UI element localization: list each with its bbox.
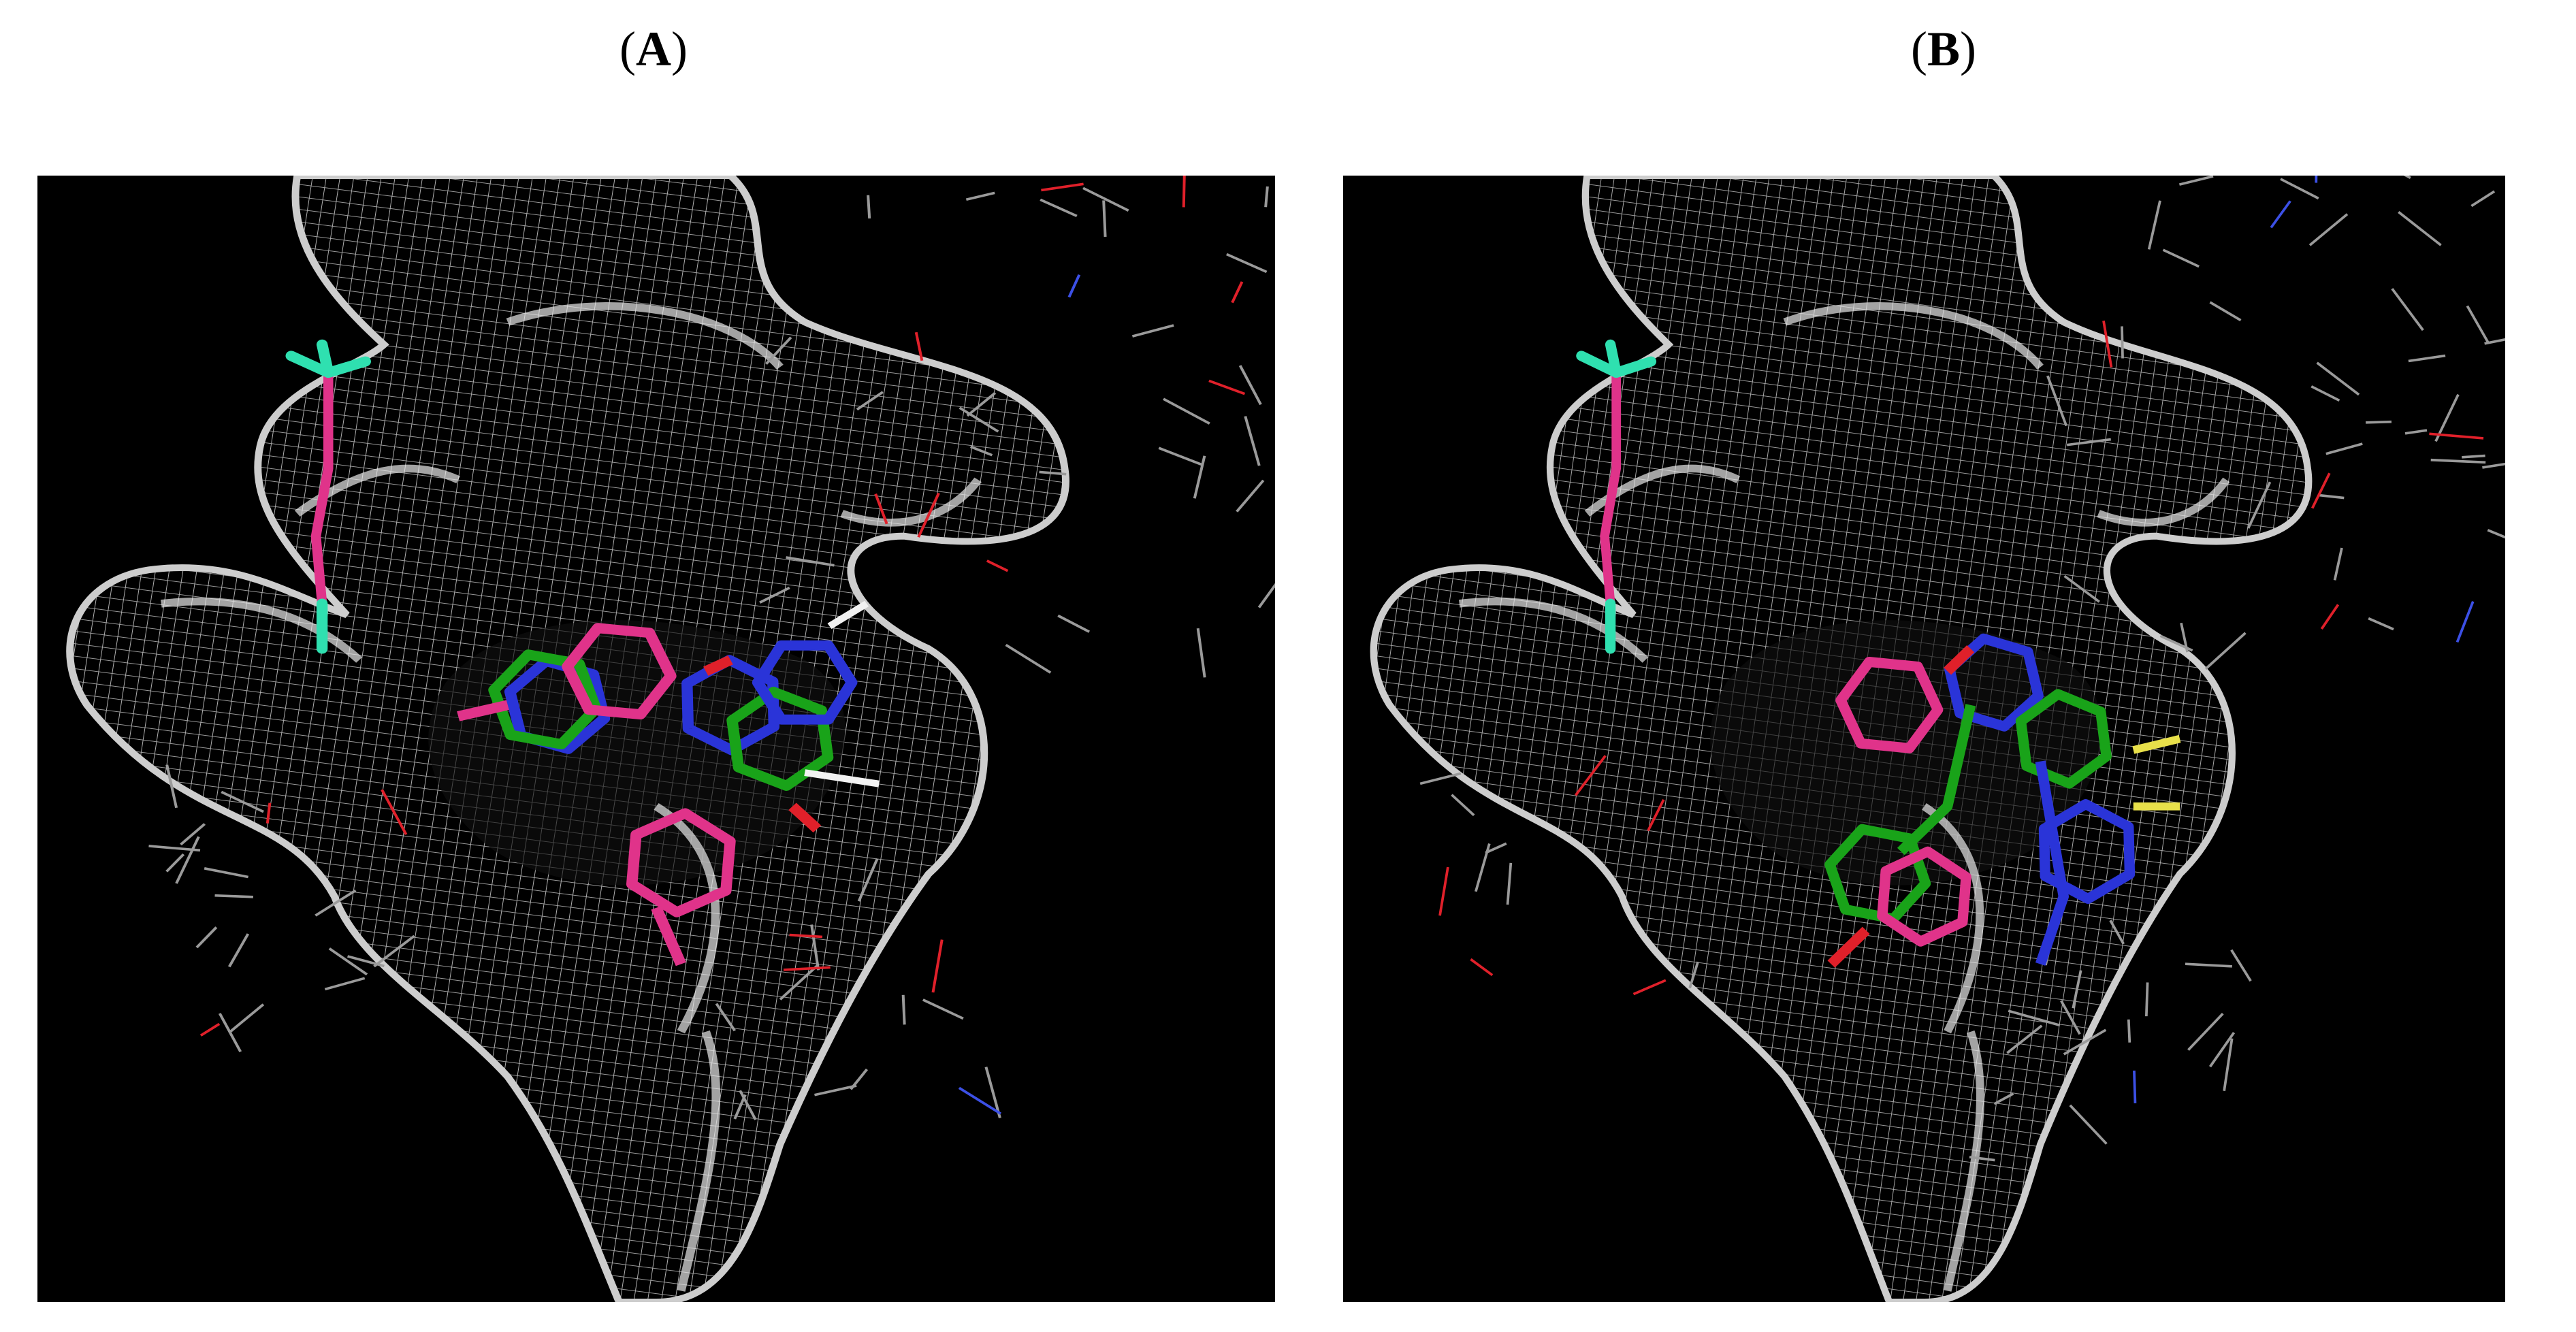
ligand-overlay [457,600,880,966]
panel-b-binding-pocket-image [1343,176,2505,1302]
panel-b-label: (B) [1911,22,1976,76]
panel-a-binding-pocket-image [37,176,1275,1302]
residue-sticks [148,176,1275,1120]
side-residue [285,339,371,654]
residue-sticks [1419,176,2505,1162]
ligand-overlay [1824,633,2181,968]
side-residue [1576,339,1657,654]
panel-a-label: (A) [619,22,688,76]
panel-b-render [1370,176,2505,1302]
panel-a-render [66,176,1275,1302]
